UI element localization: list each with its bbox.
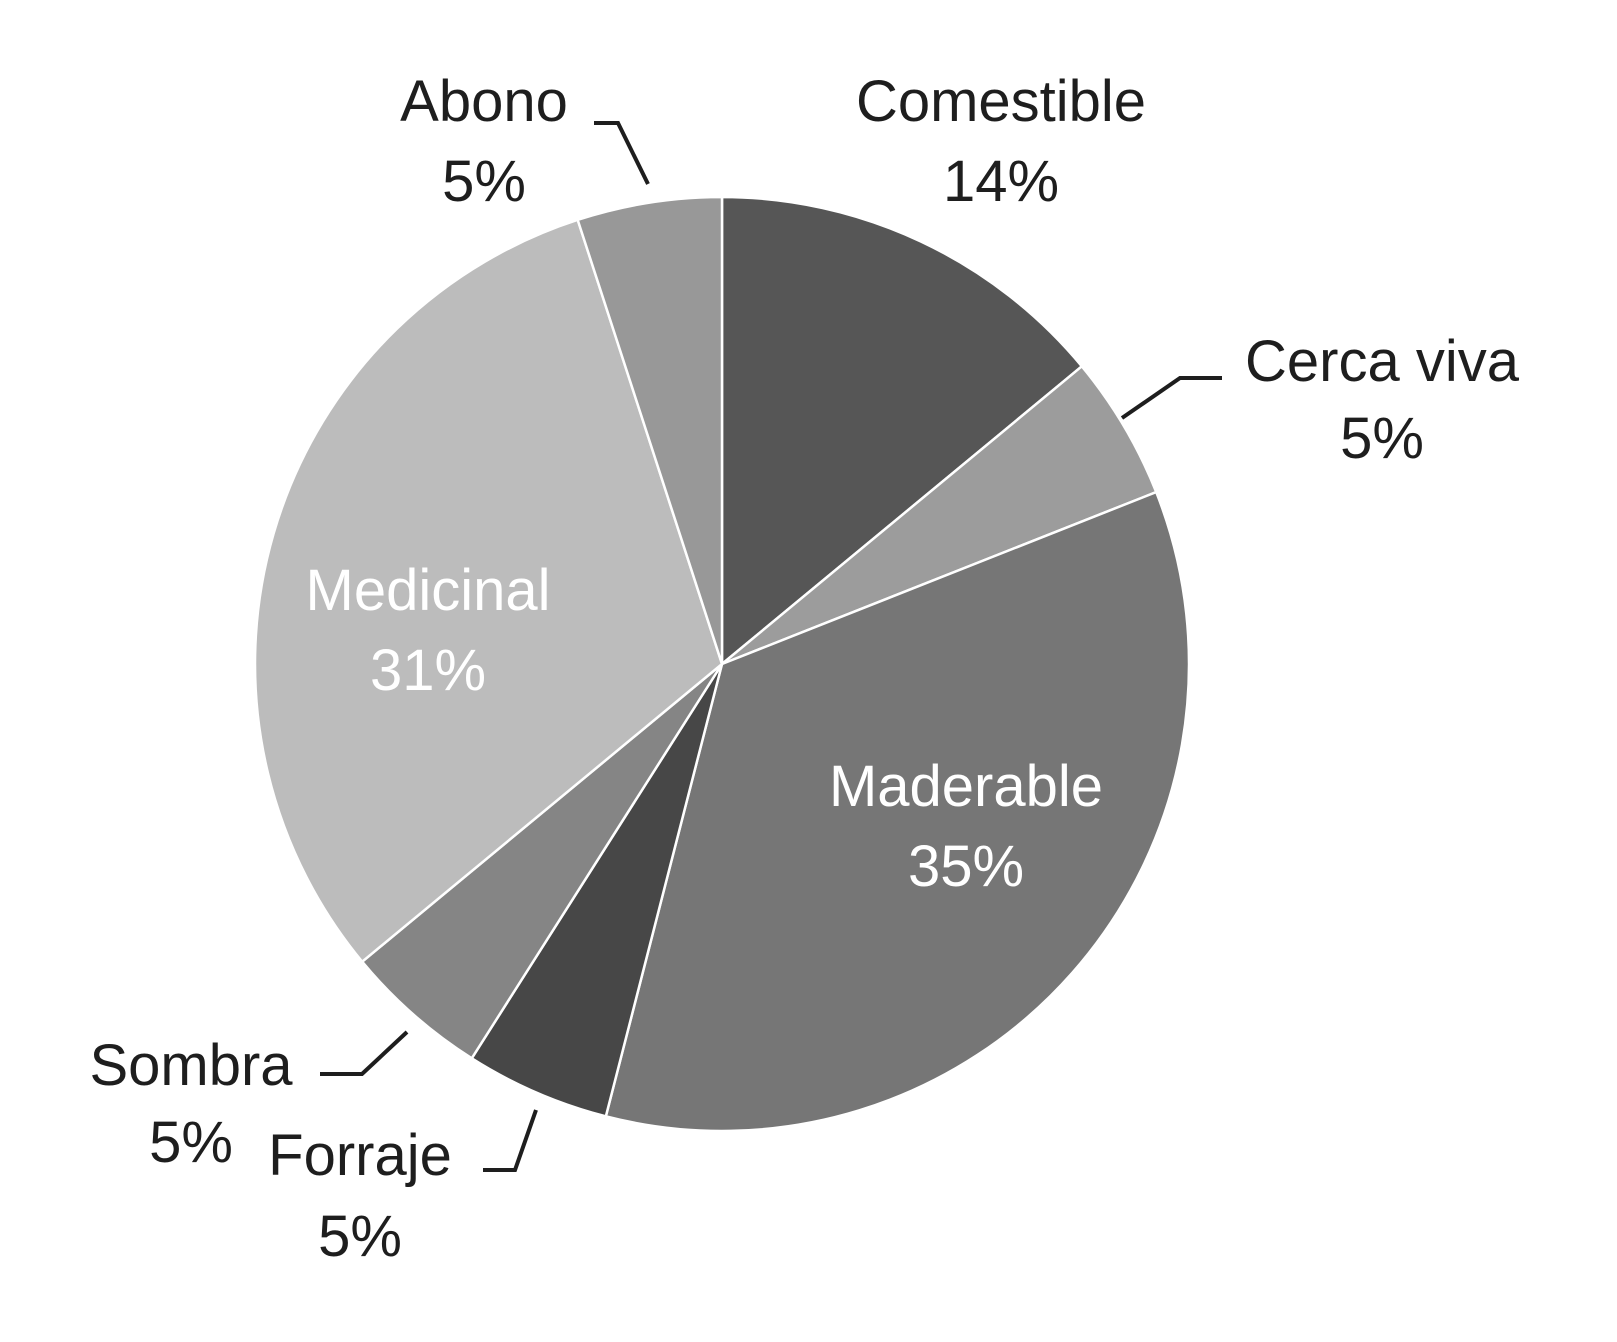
slice-label-cerca-viva: Cerca viva xyxy=(1245,329,1520,394)
pie-slices xyxy=(253,195,1191,1133)
slice-value-forraje: 5% xyxy=(318,1204,402,1269)
slice-label-maderable: Maderable xyxy=(829,754,1103,819)
slice-value-abono: 5% xyxy=(442,149,526,214)
slice-label-sombra: Sombra xyxy=(89,1033,293,1098)
pie-slice-cerca-viva xyxy=(721,364,1158,666)
leader-line-forraje xyxy=(483,1109,538,1172)
pie-slice-forraje xyxy=(470,663,724,1118)
leader-line-abono xyxy=(594,121,650,185)
slice-labels: Comestible 14% Cerca viva 5% Maderable 3… xyxy=(89,69,1519,1269)
pie-slice-sombra xyxy=(360,663,724,1061)
slice-label-comestible: Comestible xyxy=(856,69,1146,134)
slice-label-forraje: Forraje xyxy=(268,1123,452,1188)
pie-slice-maderable xyxy=(604,490,1191,1133)
pie-slice-medicinal xyxy=(253,218,724,964)
slice-value-comestible: 14% xyxy=(943,149,1059,214)
leader-line-cerca-viva xyxy=(1120,376,1222,420)
pie-slice-abono xyxy=(576,195,724,665)
slice-value-cerca-viva: 5% xyxy=(1340,406,1424,471)
slice-value-sombra: 5% xyxy=(149,1110,233,1175)
slice-label-abono: Abono xyxy=(400,69,568,134)
slice-value-maderable: 35% xyxy=(908,834,1024,899)
slice-label-medicinal: Medicinal xyxy=(306,558,551,623)
pie-slice-comestible xyxy=(720,195,1084,667)
leader-lines xyxy=(320,121,1222,1172)
slice-value-medicinal: 31% xyxy=(370,638,486,703)
leader-line-sombra xyxy=(320,1030,409,1076)
